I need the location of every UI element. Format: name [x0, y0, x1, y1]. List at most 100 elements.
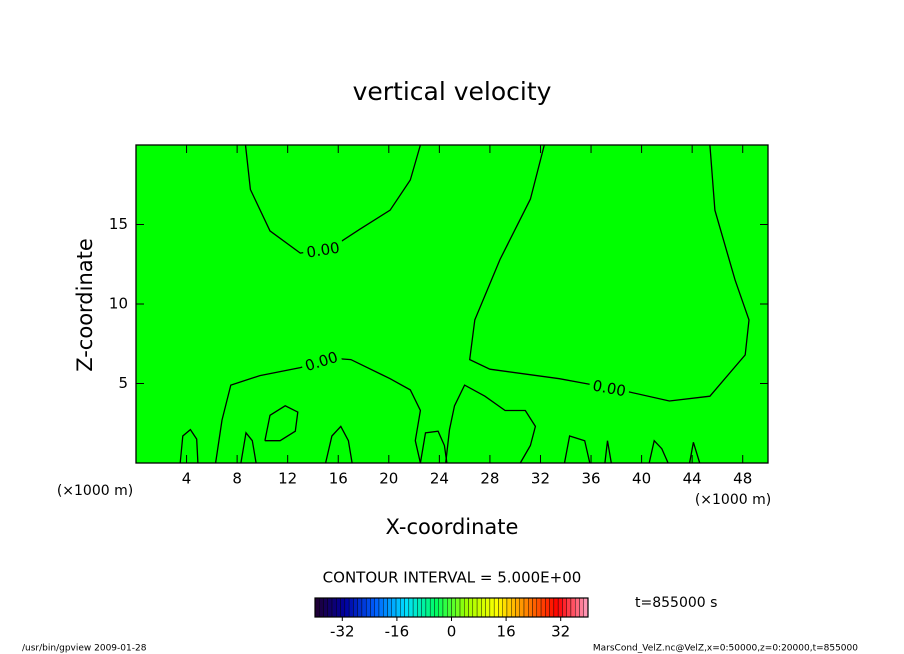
colorbar-cell: [485, 597, 491, 618]
colorbar-cell: [319, 597, 324, 618]
contour-line: [264, 405, 299, 442]
x-tick-label: 28: [480, 470, 499, 488]
colorbar-cell: [502, 597, 508, 618]
colorbar-cell: [519, 597, 525, 618]
colorbar-cell: [575, 597, 580, 618]
y-tick-label: 15: [109, 215, 128, 233]
x-axis-label: X-coordinate: [386, 515, 519, 539]
x-unit-label: (×1000 m): [695, 492, 771, 508]
colorbar-cell: [562, 597, 567, 618]
colorbar-cell: [361, 597, 367, 618]
colorbar-cell: [540, 597, 546, 618]
colorbar-cell: [391, 597, 397, 618]
x-tick-label: 40: [632, 470, 651, 488]
contour-line: [324, 425, 353, 464]
colorbar-cell: [489, 597, 495, 618]
colorbar-cell: [557, 597, 563, 618]
contour-line: [240, 431, 257, 464]
colorbar-cell: [532, 597, 538, 618]
colorbar-cell: [340, 597, 346, 618]
x-tick-label: 32: [531, 470, 550, 488]
colorbar-cell: [528, 597, 533, 618]
colorbar-cell: [412, 597, 418, 618]
colorbar-cell: [472, 597, 478, 618]
colorbar-cell: [357, 597, 363, 618]
colorbar-cell: [438, 597, 444, 618]
colorbar-cell: [365, 597, 371, 618]
x-tick-label: 16: [329, 470, 348, 488]
plot-area: [136, 145, 768, 463]
colorbar-cell: [511, 597, 516, 618]
x-tick-label: 20: [379, 470, 398, 488]
x-tick-label: 4: [182, 470, 192, 488]
colorbar-cell: [323, 597, 328, 618]
colorbar-cell: [476, 597, 482, 618]
colorbar-cell: [331, 597, 337, 618]
x-tick-label: 24: [430, 470, 449, 488]
colorbar-cell: [455, 597, 461, 618]
colorbar-cell: [387, 597, 392, 618]
colorbar-cell: [493, 597, 499, 618]
colorbar-cell: [570, 597, 576, 618]
colorbar-cell: [442, 597, 448, 618]
x-tick-label: 44: [683, 470, 702, 488]
colorbar-cell: [536, 597, 542, 618]
contour-line: [648, 439, 669, 464]
y-axis-label: Z-coordinate: [73, 238, 97, 372]
colorbar-cell: [506, 597, 512, 618]
colorbar-cell: [383, 597, 388, 618]
colorbar-cell: [464, 597, 469, 618]
colorbar-cell: [481, 597, 486, 618]
colorbar-cell: [404, 597, 410, 618]
y-tick-label: 5: [118, 374, 128, 392]
time-label: t=855000 s: [635, 595, 717, 611]
colorbar-cell: [314, 597, 320, 618]
colorbar-cell: [378, 597, 384, 618]
colorbar-cell: [434, 597, 439, 618]
colorbar-cell: [344, 597, 350, 618]
colorbar-tick-label: 16: [497, 623, 516, 641]
colorbar-cell: [348, 597, 354, 618]
colorbar-cell: [515, 597, 520, 618]
contour-label-group: 0.00: [588, 376, 631, 401]
colorbar-tick-label: -16: [385, 623, 410, 641]
colorbar-tick-label: -32: [330, 623, 355, 641]
chart-title: vertical velocity: [353, 77, 552, 106]
x-tick-label: 8: [232, 470, 242, 488]
colorbar-cell: [408, 597, 414, 618]
footer-right: MarsCond_VelZ.nc@VelZ,x=0:50000,z=0:2000…: [593, 644, 858, 654]
colorbar-cell: [400, 597, 405, 618]
contour-label-group: 0.00: [302, 238, 344, 262]
colorbar-cell: [421, 597, 427, 618]
colorbar-cell: [336, 597, 341, 618]
colorbar-cell: [425, 597, 431, 618]
colorbar-tick-label: 32: [551, 623, 570, 641]
colorbar-cell: [583, 597, 589, 618]
contour-label: 0.00: [305, 239, 341, 262]
colorbar-cell: [579, 597, 584, 618]
y-tick-label: 10: [109, 295, 128, 313]
colorbar-cell: [417, 597, 422, 618]
contour-label: 0.00: [591, 377, 627, 401]
contour-interval: CONTOUR INTERVAL = 5.000E+00: [323, 569, 582, 587]
colorbar-cell: [468, 597, 474, 618]
colorbar-cell: [459, 597, 465, 618]
x-tick-label: 36: [581, 470, 600, 488]
colorbar-cell: [395, 597, 401, 618]
colorbar-cell: [451, 597, 456, 618]
colorbar-cell: [523, 597, 529, 618]
contour-line: [419, 430, 448, 464]
x-tick-label: 12: [278, 470, 297, 488]
contour-label-bg: [588, 376, 631, 400]
contour-line: [563, 435, 591, 464]
colorbar-cell: [327, 597, 333, 618]
contour-line: [688, 442, 701, 464]
contour-line: [604, 440, 612, 464]
colorbar-cell: [566, 597, 572, 618]
colorbar-cell: [549, 597, 555, 618]
colorbar-tick-label: 0: [447, 623, 457, 641]
contour-line: [445, 384, 537, 464]
colorbar-cell: [374, 597, 380, 618]
footer-left: /usr/bin/gpview 2009-01-28: [22, 644, 147, 654]
